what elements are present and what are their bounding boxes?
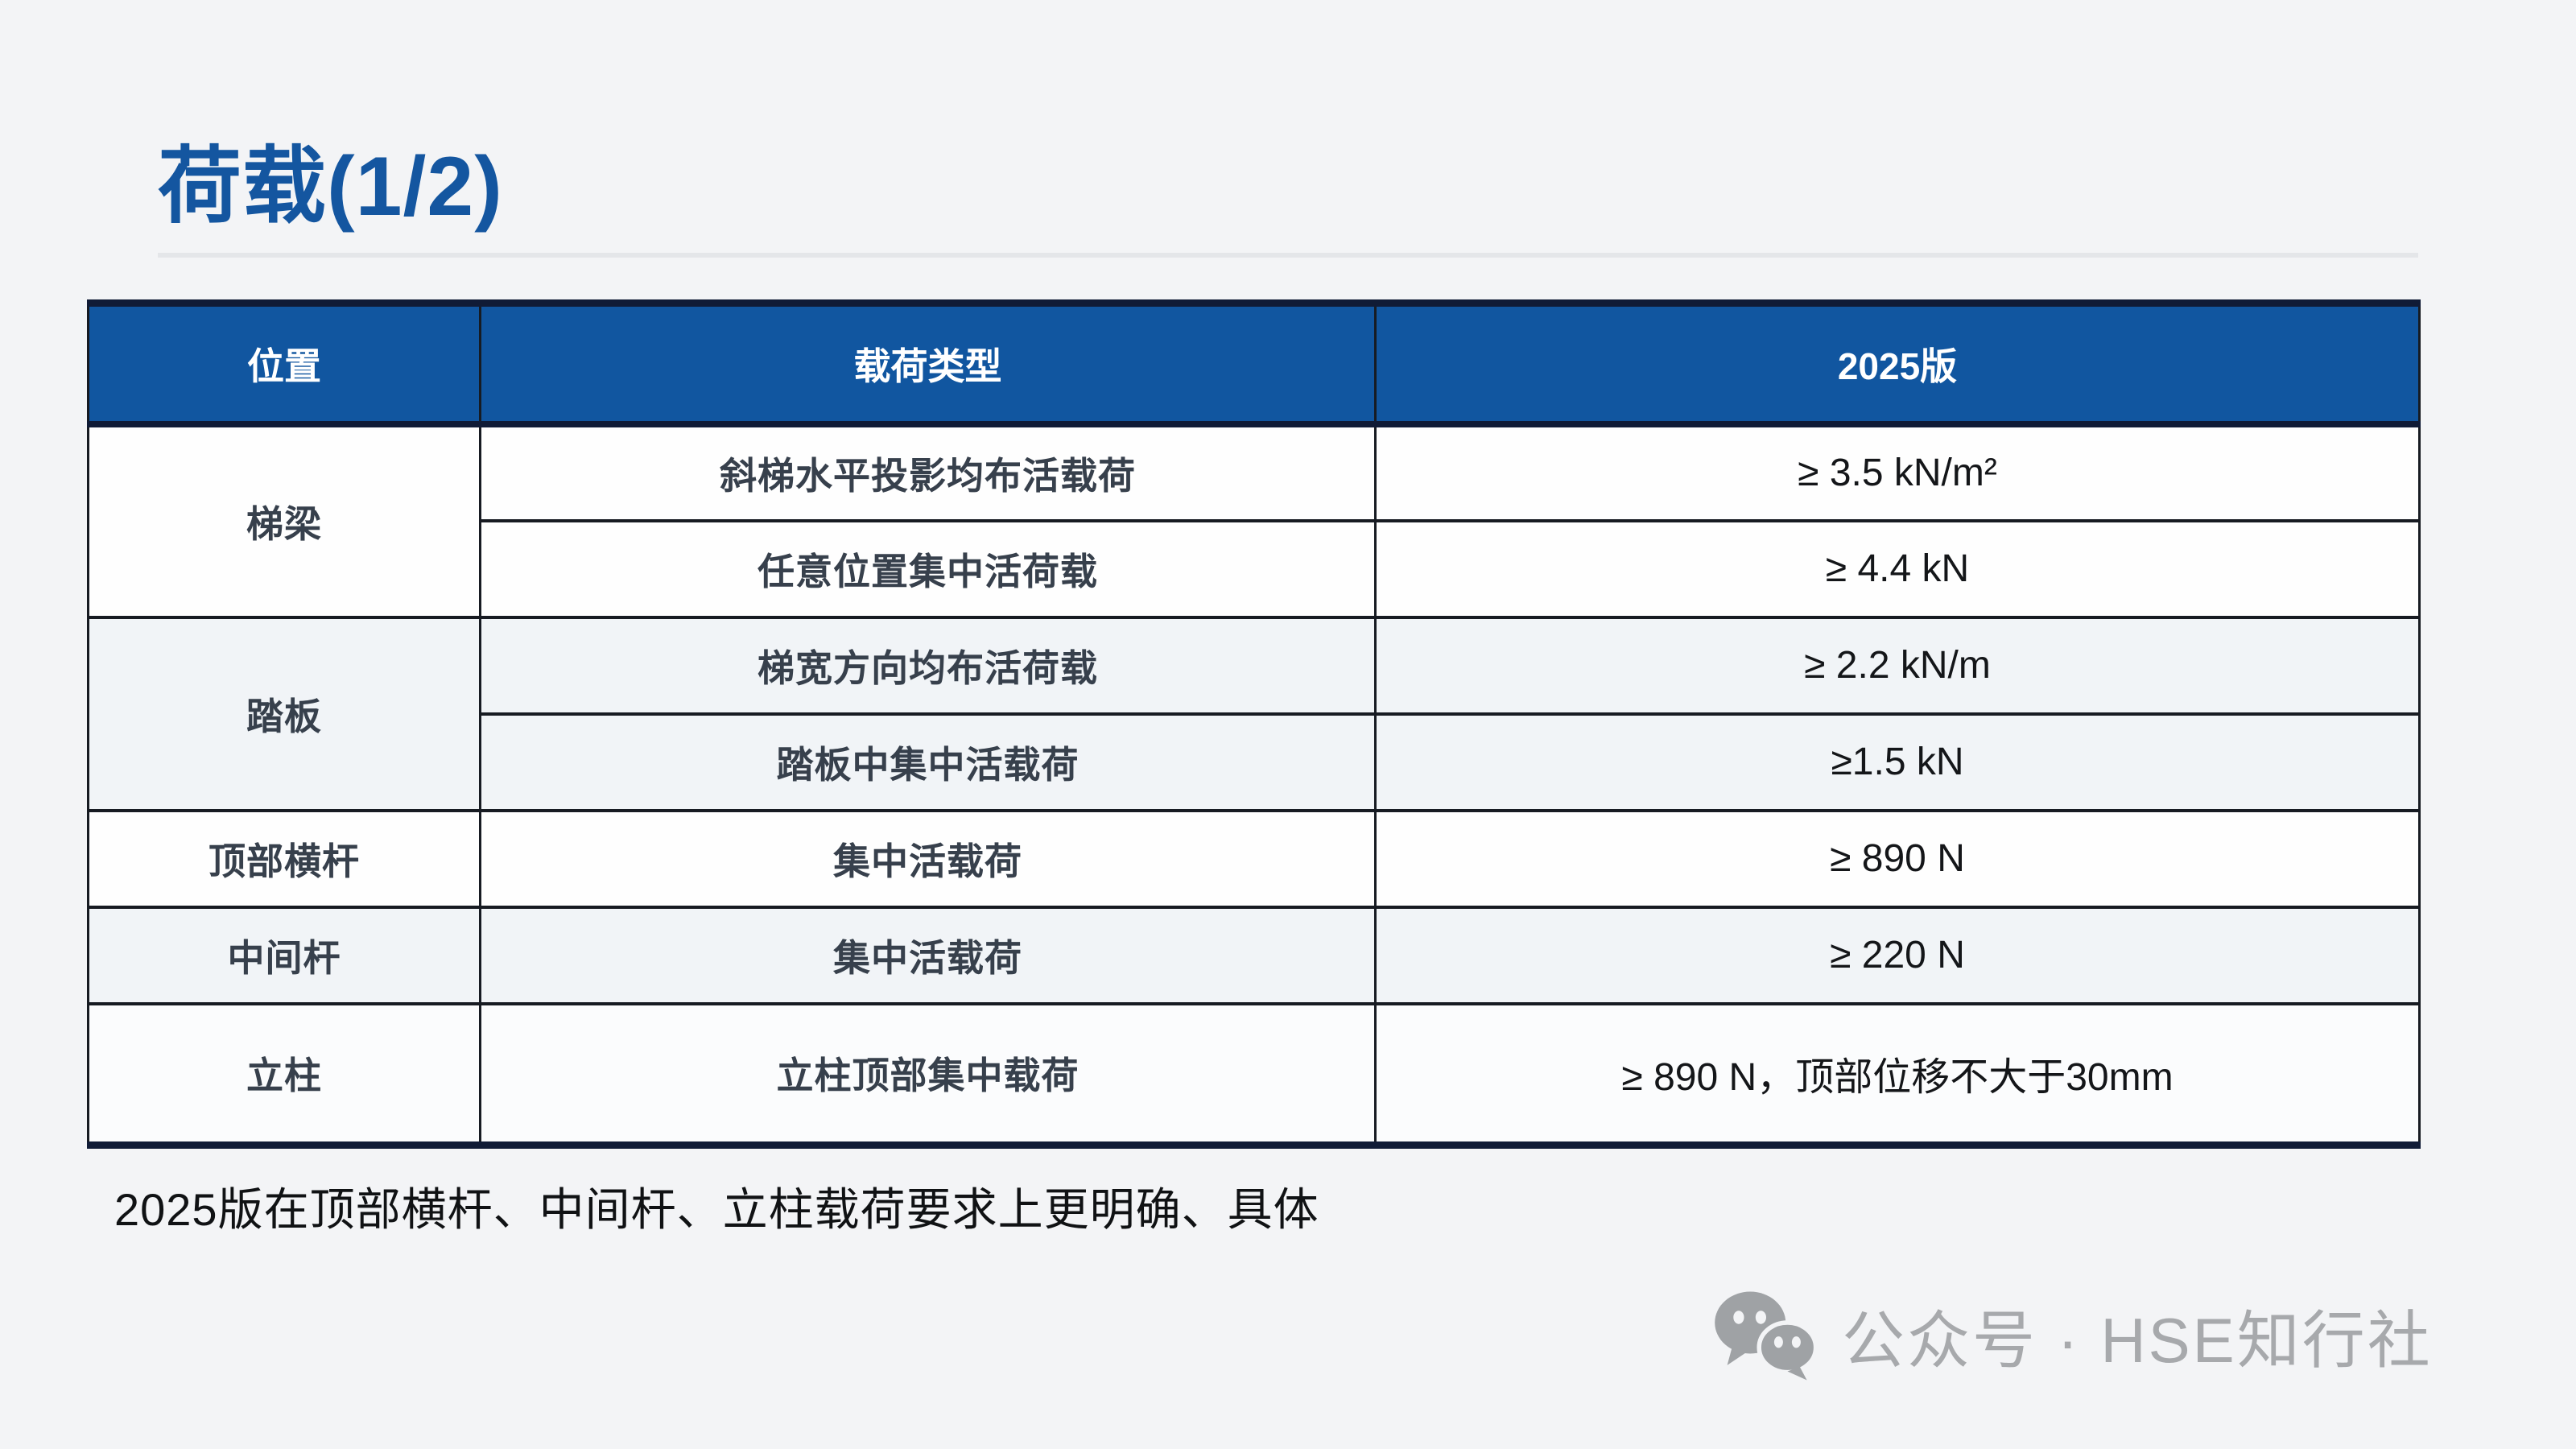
value-cell: ≥1.5 kN: [1374, 712, 2421, 812]
watermark: 公众号 · HSE知行社: [1713, 1288, 2433, 1383]
table-row: 任意位置集中活荷载 ≥ 4.4 kN: [89, 518, 2421, 619]
table-row: 踏板中集中活载荷 ≥1.5 kN: [89, 712, 2421, 812]
page-title: 荷载(1/2): [158, 140, 503, 233]
value-cell: ≥ 2.2 kN/m: [1374, 615, 2421, 716]
position-cell: 梯梁: [87, 422, 481, 619]
load-type-cell: 梯宽方向均布活荷载: [479, 615, 1377, 716]
position-cell: 中间杆: [87, 905, 481, 1005]
title-divider: [158, 253, 2418, 258]
load-type-cell: 任意位置集中活荷载: [479, 518, 1377, 619]
comparison-note: 2025版在顶部横杆、中间杆、立柱载荷要求上更明确、具体: [114, 1184, 1319, 1235]
watermark-text: 公众号 · HSE知行社: [1842, 1305, 2433, 1376]
header-cell-load-type: 载荷类型: [479, 302, 1377, 427]
table-row: 中间杆 集中活载荷 ≥ 220 N: [87, 905, 2421, 1005]
value-cell: ≥ 220 N: [1374, 905, 2421, 1005]
position-cell: 顶部横杆: [87, 808, 481, 909]
value-cell: ≥ 4.4 kN: [1374, 518, 2421, 619]
value-cell: ≥ 890 N，顶部位移不大于30mm: [1374, 1001, 2421, 1147]
header-cell-position: 位置: [87, 302, 481, 427]
value-cell: ≥ 3.5 kN/m²: [1374, 422, 2421, 522]
header-cell-version: 2025版: [1374, 302, 2421, 427]
table-row: 立柱 立柱顶部集中载荷 ≥ 890 N，顶部位移不大于30mm: [87, 1001, 2421, 1147]
position-cell: 立柱: [87, 1001, 481, 1147]
load-requirements-table: 位置 载荷类型 2025版 梯梁 斜梯水平投影均布活载荷 ≥ 3.5 kN/m²…: [87, 299, 2421, 1149]
load-type-cell: 集中活载荷: [479, 808, 1377, 909]
load-type-cell: 踏板中集中活载荷: [479, 712, 1377, 812]
wechat-icon: [1715, 1291, 1818, 1381]
load-type-cell: 集中活载荷: [479, 905, 1377, 1005]
load-type-cell: 立柱顶部集中载荷: [479, 1001, 1377, 1147]
table-row: 梯梁 斜梯水平投影均布活载荷 ≥ 3.5 kN/m²: [87, 422, 2421, 619]
load-type-cell: 斜梯水平投影均布活载荷: [479, 422, 1377, 522]
table-row: 顶部横杆 集中活载荷 ≥ 890 N: [87, 808, 2421, 909]
table-row: 踏板 梯宽方向均布活荷载 ≥ 2.2 kN/m: [87, 615, 2421, 812]
position-cell: 踏板: [87, 615, 481, 812]
table-header-row: 位置 载荷类型 2025版: [87, 302, 2421, 427]
value-cell: ≥ 890 N: [1374, 808, 2421, 909]
